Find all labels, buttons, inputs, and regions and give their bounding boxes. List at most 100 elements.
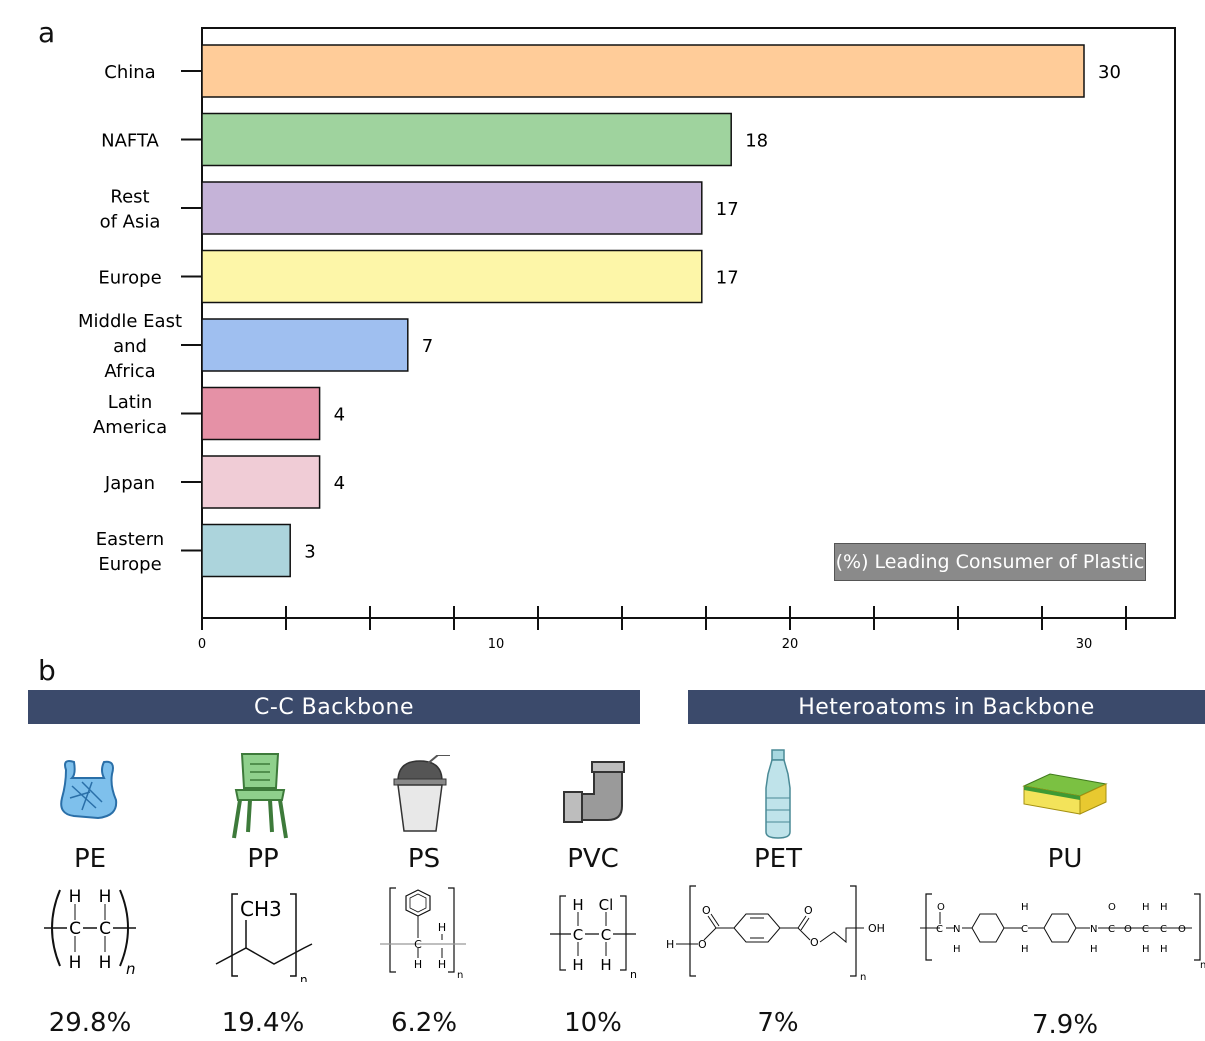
panel-a-label: a (38, 16, 56, 49)
value-label: 4 (334, 473, 345, 494)
polymer-name-ps: PS (407, 844, 441, 874)
value-label: 17 (716, 268, 739, 289)
bar-europe (201, 249, 703, 304)
pe-subscript: n (126, 960, 136, 974)
pu-atom-h8: H (1160, 944, 1168, 955)
pu-atom-h4: H (1142, 902, 1150, 913)
value-label: 7 (422, 336, 433, 357)
x-axis-tick-label: 20 (782, 637, 799, 650)
panel-b-label: b (38, 654, 56, 687)
heteroatom-backbone-banner: Heteroatoms in Backbone (688, 690, 1205, 724)
pvc-atom-c1: C (573, 926, 583, 944)
pu-atom-c3: C (1108, 924, 1115, 935)
polymer-percent-pe: 29.8% (48, 1008, 132, 1038)
ps-atom-h3: H (438, 958, 446, 971)
chart-legend: (%) Leading Consumer of Plastic (834, 543, 1146, 581)
pu-atom-h7: H (1142, 944, 1150, 955)
category-label: NAFTA (101, 131, 159, 152)
polymer-percent-pet: 7% (757, 1008, 799, 1038)
pu-atom-c1: C (936, 924, 943, 935)
pet-atom-o3: O (804, 904, 813, 917)
pvc-atom-c2: C (601, 926, 611, 944)
pp-methyl-group: CH3 (240, 897, 282, 921)
polymer-percent-pvc: 10% (564, 1008, 622, 1038)
pe-structure: H H C C H H n (44, 887, 136, 974)
pu-structure: O C N H H C H N C O O H H C C O H H H n (920, 893, 1205, 971)
ps-structure: H C H H n (380, 887, 466, 980)
pet-atom-h: H (666, 938, 674, 951)
pu-atom-o1: O (937, 902, 945, 913)
polymer-name-pet: PET (754, 844, 802, 874)
polymer-name-pp: PP (247, 844, 279, 874)
polymer-percent-pu: 7.9% (1031, 1010, 1099, 1040)
pvc-atom-h2: H (572, 956, 583, 974)
bar-rest-of-asia (201, 181, 703, 235)
value-label: 4 (334, 405, 345, 426)
pvc-atom-h3: H (600, 956, 611, 974)
pu-atom-c4: C (1142, 924, 1149, 935)
bar-middle-east-and-africa (201, 318, 409, 372)
category-label: Rest of Asia (100, 187, 161, 233)
bar-japan (201, 455, 321, 509)
category-label: China (104, 62, 155, 83)
x-axis-tick-label: 0 (198, 637, 206, 650)
pp-subscript: n (300, 973, 308, 982)
value-label: 30 (1098, 62, 1121, 83)
pu-atom-h1: H (953, 944, 961, 955)
pvc-atom-cl: Cl (599, 896, 614, 914)
pet-atom-oh: OH (868, 922, 885, 935)
polymer-percent-pp: 19.4% (221, 1008, 305, 1038)
pu-atom-o3: O (1124, 924, 1132, 935)
bar-latin-america (201, 386, 321, 441)
pu-atom-h2: H (1021, 902, 1029, 913)
pu-atom-h5: H (1160, 902, 1168, 913)
bar-eastern-europe (201, 523, 291, 578)
x-axis-tick-label: 10 (488, 637, 505, 650)
pp-structure: CH3 n (215, 893, 313, 982)
pet-subscript: n (860, 972, 866, 980)
pet-atom-o4: O (810, 936, 819, 949)
plastic-chair-icon (232, 753, 288, 839)
category-label: Eastern Europe (96, 529, 164, 575)
plastic-bottle-icon (765, 749, 791, 839)
ps-atom-c1: C (414, 938, 422, 951)
value-label: 18 (745, 131, 768, 152)
bar-nafta (201, 112, 732, 167)
pu-atom-o2: O (1108, 902, 1116, 913)
pu-atom-n2: N (1090, 924, 1097, 935)
value-label: 17 (716, 199, 739, 220)
pu-atom-o4: O (1178, 924, 1186, 935)
pet-atom-o2: O (702, 904, 711, 917)
ps-subscript: n (457, 970, 463, 980)
category-label: Japan (104, 473, 155, 494)
value-label: 3 (304, 542, 315, 563)
polymer-name-pu: PU (1047, 844, 1083, 874)
pu-atom-c2: C (1021, 924, 1028, 935)
drink-cup-icon (393, 755, 450, 832)
x-axis-tick-label: 30 (1076, 637, 1093, 650)
category-label: Middle East and Africa (78, 311, 182, 382)
pe-atom-c2: C (99, 919, 111, 939)
pu-atom-h6: H (1090, 944, 1098, 955)
pu-atom-h3: H (1021, 944, 1029, 955)
pu-atom-n1: N (953, 924, 960, 935)
pe-atom-h2: H (99, 887, 112, 907)
pvc-atom-h1: H (572, 896, 583, 914)
pe-atom-h3: H (69, 953, 82, 973)
ps-atom-h2: H (414, 958, 422, 971)
ps-atom-h1: H (438, 921, 446, 934)
polymer-percent-ps: 6.2% (390, 1008, 458, 1038)
category-label: Latin America (93, 392, 167, 438)
category-label: Europe (98, 268, 161, 289)
pet-atom-o1: O (698, 938, 707, 951)
pvc-structure: H Cl C C H H n (550, 895, 637, 980)
polymer-name-pvc: PVC (567, 844, 619, 874)
pu-subscript: n (1200, 960, 1205, 971)
pipe-elbow-icon (563, 761, 625, 823)
pe-atom-h1: H (69, 887, 82, 907)
pu-atom-c5: C (1160, 924, 1167, 935)
polymer-name-pe: PE (73, 844, 107, 874)
bar-china (201, 44, 1085, 98)
cc-backbone-banner: C-C Backbone (28, 690, 640, 724)
